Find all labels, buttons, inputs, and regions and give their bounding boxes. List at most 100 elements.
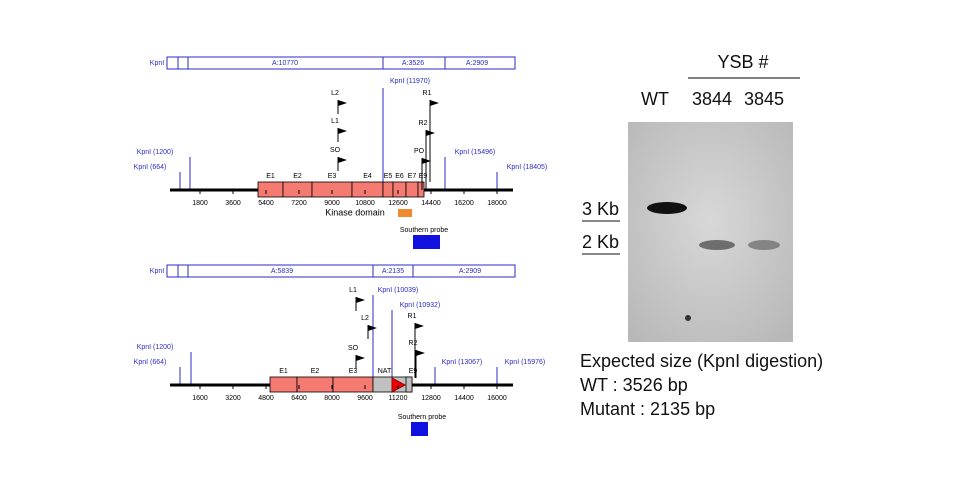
tick-label: 14400	[421, 200, 441, 207]
blot-image	[628, 122, 793, 342]
exon	[282, 181, 313, 198]
exon-label: E1	[279, 368, 288, 375]
primer-label: L1	[349, 287, 357, 294]
primer-label: SO	[330, 147, 341, 154]
primer-flag	[338, 157, 347, 163]
group-label: YSB #	[717, 52, 768, 72]
primer-flag	[356, 297, 365, 303]
exon-label: E3	[328, 173, 337, 180]
kinase-domain	[398, 209, 412, 217]
site-label: KpnI (10932)	[400, 302, 440, 309]
exon	[332, 376, 374, 393]
tick-label: 3200	[225, 395, 241, 402]
fragment-label: A:5839	[271, 268, 293, 275]
exon	[417, 181, 425, 198]
site-label: KpnI (15976)	[505, 359, 545, 366]
site-label: KpnI (18405)	[507, 164, 547, 171]
primer-flag	[368, 325, 377, 331]
primer-label: SO	[348, 345, 359, 352]
tick-label: 14400	[454, 395, 474, 402]
tick-label: 3600	[225, 200, 241, 207]
primer-label: R1	[408, 313, 417, 320]
primer-flag	[338, 128, 347, 134]
tick-label: 12600	[388, 200, 408, 207]
primer-flag	[416, 350, 425, 356]
exon	[382, 181, 394, 198]
primer-flag	[430, 100, 439, 106]
tick-label: 8000	[324, 395, 340, 402]
primer-flag	[426, 130, 435, 136]
fragment-label: KpnI	[150, 60, 164, 67]
exon-label: E6	[395, 173, 404, 180]
exon-label: E1	[266, 173, 275, 180]
exon	[351, 181, 384, 198]
fragment-label: A:3526	[402, 60, 424, 67]
exon-label: E4	[363, 173, 372, 180]
spot	[685, 315, 691, 321]
fragment-label: A:2909	[459, 268, 481, 275]
primer-flag	[338, 100, 347, 106]
note: Expected size (KpnI digestion)	[580, 351, 823, 371]
tick-label: 9600	[357, 395, 373, 402]
tick-label: 6400	[291, 395, 307, 402]
site-label: KpnI (1200)	[137, 149, 174, 156]
tick-label: 4800	[258, 395, 274, 402]
tick-label: 18000	[487, 200, 507, 207]
probe	[413, 235, 440, 249]
exon-label: E5	[384, 173, 393, 180]
primer-label: L2	[331, 90, 339, 97]
note: WT : 3526 bp	[580, 375, 688, 395]
fragment-label: A:2135	[382, 268, 404, 275]
fragment-bar	[166, 56, 516, 70]
band	[699, 240, 735, 250]
primer-label: PO	[414, 148, 425, 155]
tick-label: 1600	[192, 395, 208, 402]
lane-label: 3845	[744, 89, 784, 109]
marker-label: 3 Kb	[582, 199, 619, 219]
lane-label: 3844	[692, 89, 732, 109]
site-label: KpnI (13067)	[442, 359, 482, 366]
primer-flag	[415, 323, 424, 329]
band	[748, 240, 780, 250]
site-label: KpnI (11970)	[390, 78, 430, 85]
site-label: KpnI (664)	[134, 164, 167, 171]
tick-label: 7200	[291, 200, 307, 207]
primer-label: R1	[423, 90, 432, 97]
lane-label: WT	[641, 89, 669, 109]
site-label: KpnI (15496)	[455, 149, 495, 156]
exon	[311, 181, 353, 198]
fragment-label: A:2909	[466, 60, 488, 67]
tick-label: 11200	[389, 395, 408, 402]
probe-label: Southern probe	[398, 414, 446, 421]
tick-label: 5400	[258, 200, 274, 207]
primer-label: R2	[419, 120, 428, 127]
tick-label: 12800	[421, 395, 441, 402]
exon	[405, 376, 413, 393]
exon	[269, 376, 298, 393]
tick-label: 16200	[454, 200, 474, 207]
exon	[257, 181, 284, 198]
primer-label: R2	[409, 340, 418, 347]
probe	[411, 422, 428, 436]
tick-label: 10800	[355, 200, 375, 207]
site-label: KpnI (10039)	[378, 287, 418, 294]
tick-label: 16000	[487, 395, 507, 402]
marker-label: 2 Kb	[582, 232, 619, 252]
exon-label: E9	[409, 368, 418, 375]
primer-label: L2	[361, 315, 369, 322]
tick-label: 1800	[192, 200, 208, 207]
exon	[405, 181, 419, 198]
probe-label: Southern probe	[400, 227, 448, 234]
exon-label: E7	[408, 173, 417, 180]
domain-label: Kinase domain	[325, 207, 385, 217]
exon-label: NAT	[378, 368, 392, 375]
fragment-label: KpnI	[150, 268, 164, 275]
fragment-label: A:10770	[272, 60, 298, 67]
exon	[392, 181, 407, 198]
exon-label: E3	[349, 368, 358, 375]
exon-label: E9	[419, 173, 428, 180]
primer-flag	[422, 158, 431, 164]
fragment-bar	[166, 264, 516, 278]
site-label: KpnI (1200)	[137, 344, 174, 351]
